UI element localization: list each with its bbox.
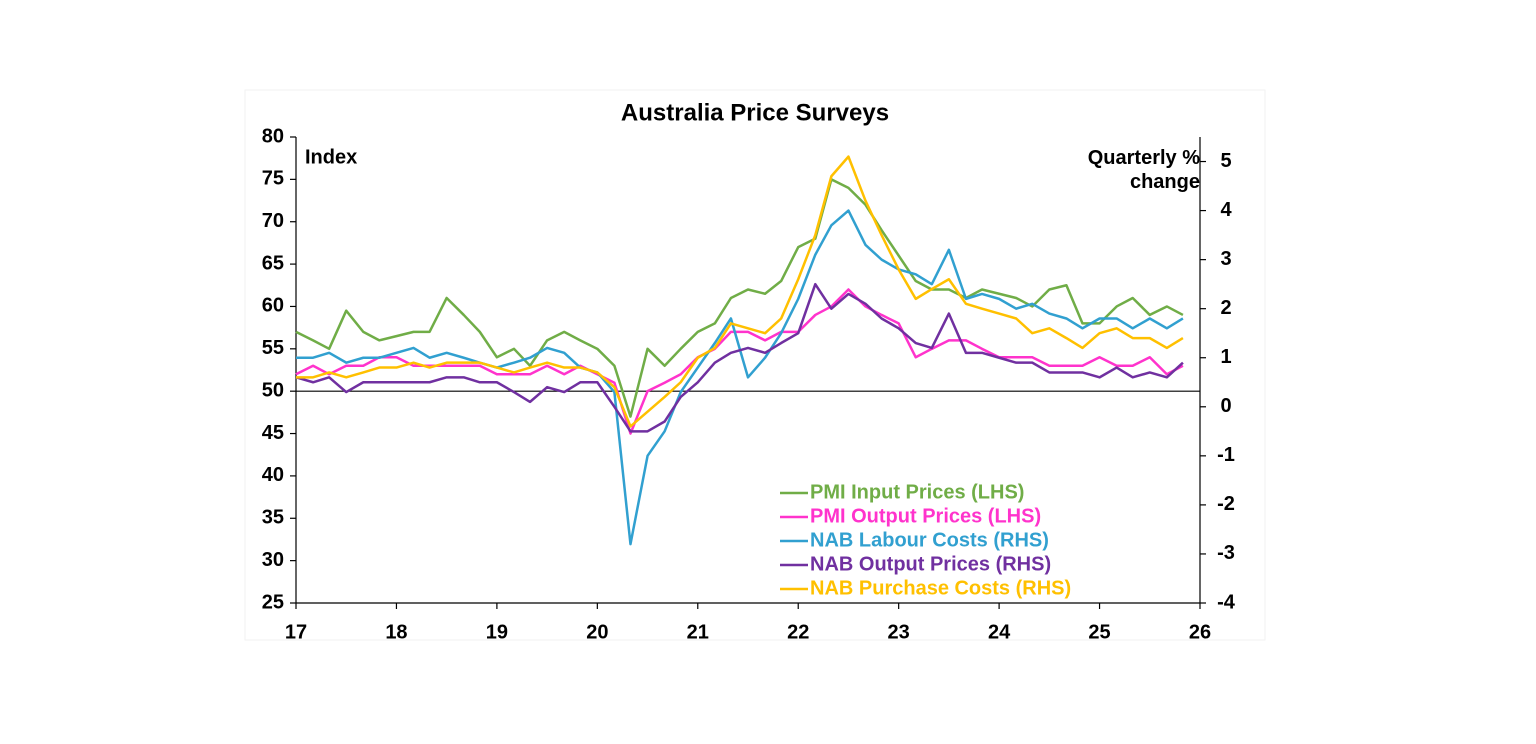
y-tick-label: 45 [262,422,284,444]
series-line [296,155,1184,428]
y2-tick-label: 1 [1220,346,1231,368]
y2-tick-label: -2 [1217,493,1235,515]
y2-tick-label: -3 [1217,542,1235,564]
y2-tick-label: 3 [1220,248,1231,270]
y-tick-label: 70 [262,210,284,232]
y-tick-label: 40 [262,464,284,486]
y-tick-label: 25 [262,591,284,613]
x-tick-label: 18 [385,621,407,643]
x-tick-label: 24 [988,621,1011,643]
series-line [295,178,1184,418]
y2-axis-label: Quarterly % change [1087,147,1200,193]
y-tick-label: 55 [262,337,284,359]
y-tick-label: 65 [262,252,284,274]
x-tick-label: 26 [1189,621,1211,643]
legend-label: NAB Labour Costs (RHS) [810,529,1049,551]
y2-tick-label: 4 [1220,199,1232,221]
y-axis-label: Index [305,146,357,168]
legend-label: PMI Input Prices (LHS) [810,481,1024,503]
y-tick-label: 35 [262,507,284,529]
x-tick-label: 21 [687,621,709,643]
series-line [295,288,1184,435]
series-line [296,209,1184,546]
x-tick-label: 19 [486,621,508,643]
y2-tick-label: -4 [1217,591,1236,613]
x-tick-label: 25 [1088,621,1110,643]
legend-label: PMI Output Prices (LHS) [810,505,1041,527]
legend-label: NAB Purchase Costs (RHS) [810,577,1071,599]
y2-tick-label: -1 [1217,444,1235,466]
series-line [295,282,1184,433]
y-tick-label: 75 [262,168,284,190]
x-tick-label: 23 [888,621,910,643]
y-tick-label: 60 [262,295,284,317]
y2-tick-label: 2 [1220,297,1231,319]
y2-tick-label: 5 [1220,150,1231,172]
y-tick-label: 50 [262,379,284,401]
chart-title: Australia Price Surveys [621,99,889,126]
x-tick-label: 17 [285,621,307,643]
y-tick-label: 80 [262,125,284,147]
y-tick-label: 30 [262,549,284,571]
x-tick-label: 20 [586,621,608,643]
y2-tick-label: 0 [1220,395,1231,417]
x-tick-label: 22 [787,621,809,643]
legend-label: NAB Output Prices (RHS) [810,553,1051,575]
